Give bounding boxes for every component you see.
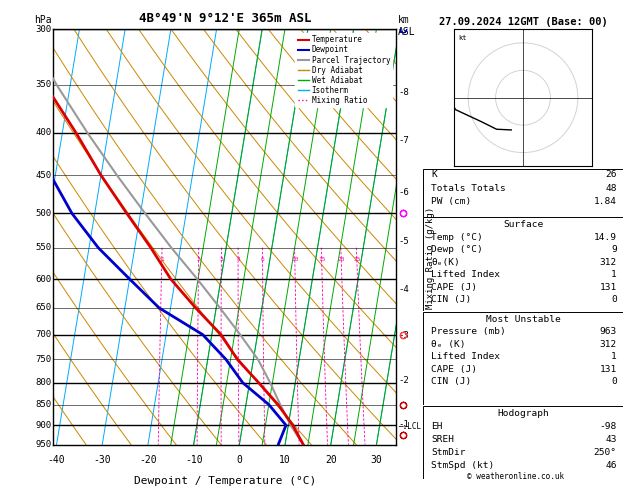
Text: 500: 500 xyxy=(36,209,52,218)
Text: -3: -3 xyxy=(398,330,409,340)
Text: 400: 400 xyxy=(36,128,52,138)
Text: 600: 600 xyxy=(36,275,52,283)
Text: 6: 6 xyxy=(260,257,264,261)
Text: 10: 10 xyxy=(291,257,299,261)
Text: SREH: SREH xyxy=(431,435,454,444)
Text: -10: -10 xyxy=(185,455,203,465)
Text: 9: 9 xyxy=(611,245,616,254)
Text: 312: 312 xyxy=(599,258,616,267)
Text: 300: 300 xyxy=(36,25,52,34)
Text: 46: 46 xyxy=(605,462,616,470)
Text: StmDir: StmDir xyxy=(431,448,466,457)
Text: 25: 25 xyxy=(353,257,360,261)
Text: -5: -5 xyxy=(398,237,409,245)
Text: © weatheronline.co.uk: © weatheronline.co.uk xyxy=(467,472,564,481)
Text: Dewp (°C): Dewp (°C) xyxy=(431,245,483,254)
Text: 700: 700 xyxy=(36,330,52,339)
Text: 950: 950 xyxy=(36,440,52,449)
Text: ─₁LCL: ─₁LCL xyxy=(398,422,421,431)
Text: 650: 650 xyxy=(36,303,52,312)
Text: 0: 0 xyxy=(237,455,242,465)
Text: Surface: Surface xyxy=(503,220,543,229)
Text: 550: 550 xyxy=(36,243,52,252)
Text: -2: -2 xyxy=(398,376,409,385)
Text: StmSpd (kt): StmSpd (kt) xyxy=(431,462,494,470)
Text: Lifted Index: Lifted Index xyxy=(431,352,500,361)
Text: 3: 3 xyxy=(220,257,223,261)
Text: ASL: ASL xyxy=(398,27,416,37)
Text: 900: 900 xyxy=(36,421,52,430)
Text: Dewpoint / Temperature (°C): Dewpoint / Temperature (°C) xyxy=(134,476,316,486)
Text: 2: 2 xyxy=(197,257,201,261)
Text: Most Unstable: Most Unstable xyxy=(486,315,560,324)
Text: Temp (°C): Temp (°C) xyxy=(431,233,483,242)
Text: Lifted Index: Lifted Index xyxy=(431,270,500,279)
Text: 1.84: 1.84 xyxy=(594,197,616,207)
Text: 131: 131 xyxy=(599,282,616,292)
Text: 450: 450 xyxy=(36,171,52,180)
Text: 15: 15 xyxy=(318,257,325,261)
Text: 27.09.2024 12GMT (Base: 00): 27.09.2024 12GMT (Base: 00) xyxy=(438,17,608,27)
Text: 26: 26 xyxy=(605,170,616,179)
Text: -4: -4 xyxy=(398,285,409,294)
Text: -98: -98 xyxy=(599,422,616,431)
Legend: Temperature, Dewpoint, Parcel Trajectory, Dry Adiabat, Wet Adiabat, Isotherm, Mi: Temperature, Dewpoint, Parcel Trajectory… xyxy=(296,33,392,107)
Text: -30: -30 xyxy=(94,455,111,465)
Text: km: km xyxy=(398,15,409,25)
Text: 14.9: 14.9 xyxy=(594,233,616,242)
Text: 250°: 250° xyxy=(594,448,616,457)
Text: 1: 1 xyxy=(160,257,164,261)
Text: 750: 750 xyxy=(36,355,52,364)
Text: 850: 850 xyxy=(36,400,52,409)
Text: -1: -1 xyxy=(398,420,409,429)
Text: PW (cm): PW (cm) xyxy=(431,197,472,207)
Text: 30: 30 xyxy=(370,455,382,465)
Text: CAPE (J): CAPE (J) xyxy=(431,282,477,292)
Text: EH: EH xyxy=(431,422,443,431)
Text: K: K xyxy=(431,170,437,179)
Text: Pressure (mb): Pressure (mb) xyxy=(431,327,506,336)
Text: 4: 4 xyxy=(237,257,240,261)
Text: -6: -6 xyxy=(398,188,409,197)
Text: 131: 131 xyxy=(599,364,616,374)
Text: 800: 800 xyxy=(36,378,52,387)
Text: 43: 43 xyxy=(605,435,616,444)
Text: -40: -40 xyxy=(48,455,65,465)
Text: -20: -20 xyxy=(139,455,157,465)
Text: 20: 20 xyxy=(338,257,345,261)
Text: CIN (J): CIN (J) xyxy=(431,377,472,386)
Text: -7: -7 xyxy=(398,136,409,144)
Text: θₑ (K): θₑ (K) xyxy=(431,340,466,348)
Text: 350: 350 xyxy=(36,80,52,89)
Text: 0: 0 xyxy=(611,377,616,386)
Text: Totals Totals: Totals Totals xyxy=(431,184,506,193)
Text: 10: 10 xyxy=(279,455,291,465)
Text: 20: 20 xyxy=(325,455,337,465)
Text: 312: 312 xyxy=(599,340,616,348)
Text: Hodograph: Hodograph xyxy=(497,409,549,417)
Text: 0: 0 xyxy=(611,295,616,304)
Text: 4B°49'N 9°12'E 365m ASL: 4B°49'N 9°12'E 365m ASL xyxy=(138,12,311,25)
Text: Mixing Ratio (g/kg): Mixing Ratio (g/kg) xyxy=(426,207,435,309)
Text: 48: 48 xyxy=(605,184,616,193)
Text: 963: 963 xyxy=(599,327,616,336)
Text: kt: kt xyxy=(459,35,467,41)
Text: 1: 1 xyxy=(611,352,616,361)
Text: 1: 1 xyxy=(611,270,616,279)
Text: hPa: hPa xyxy=(34,15,52,25)
Text: θₑ(K): θₑ(K) xyxy=(431,258,460,267)
Text: CIN (J): CIN (J) xyxy=(431,295,472,304)
Text: CAPE (J): CAPE (J) xyxy=(431,364,477,374)
Text: -8: -8 xyxy=(398,88,409,97)
